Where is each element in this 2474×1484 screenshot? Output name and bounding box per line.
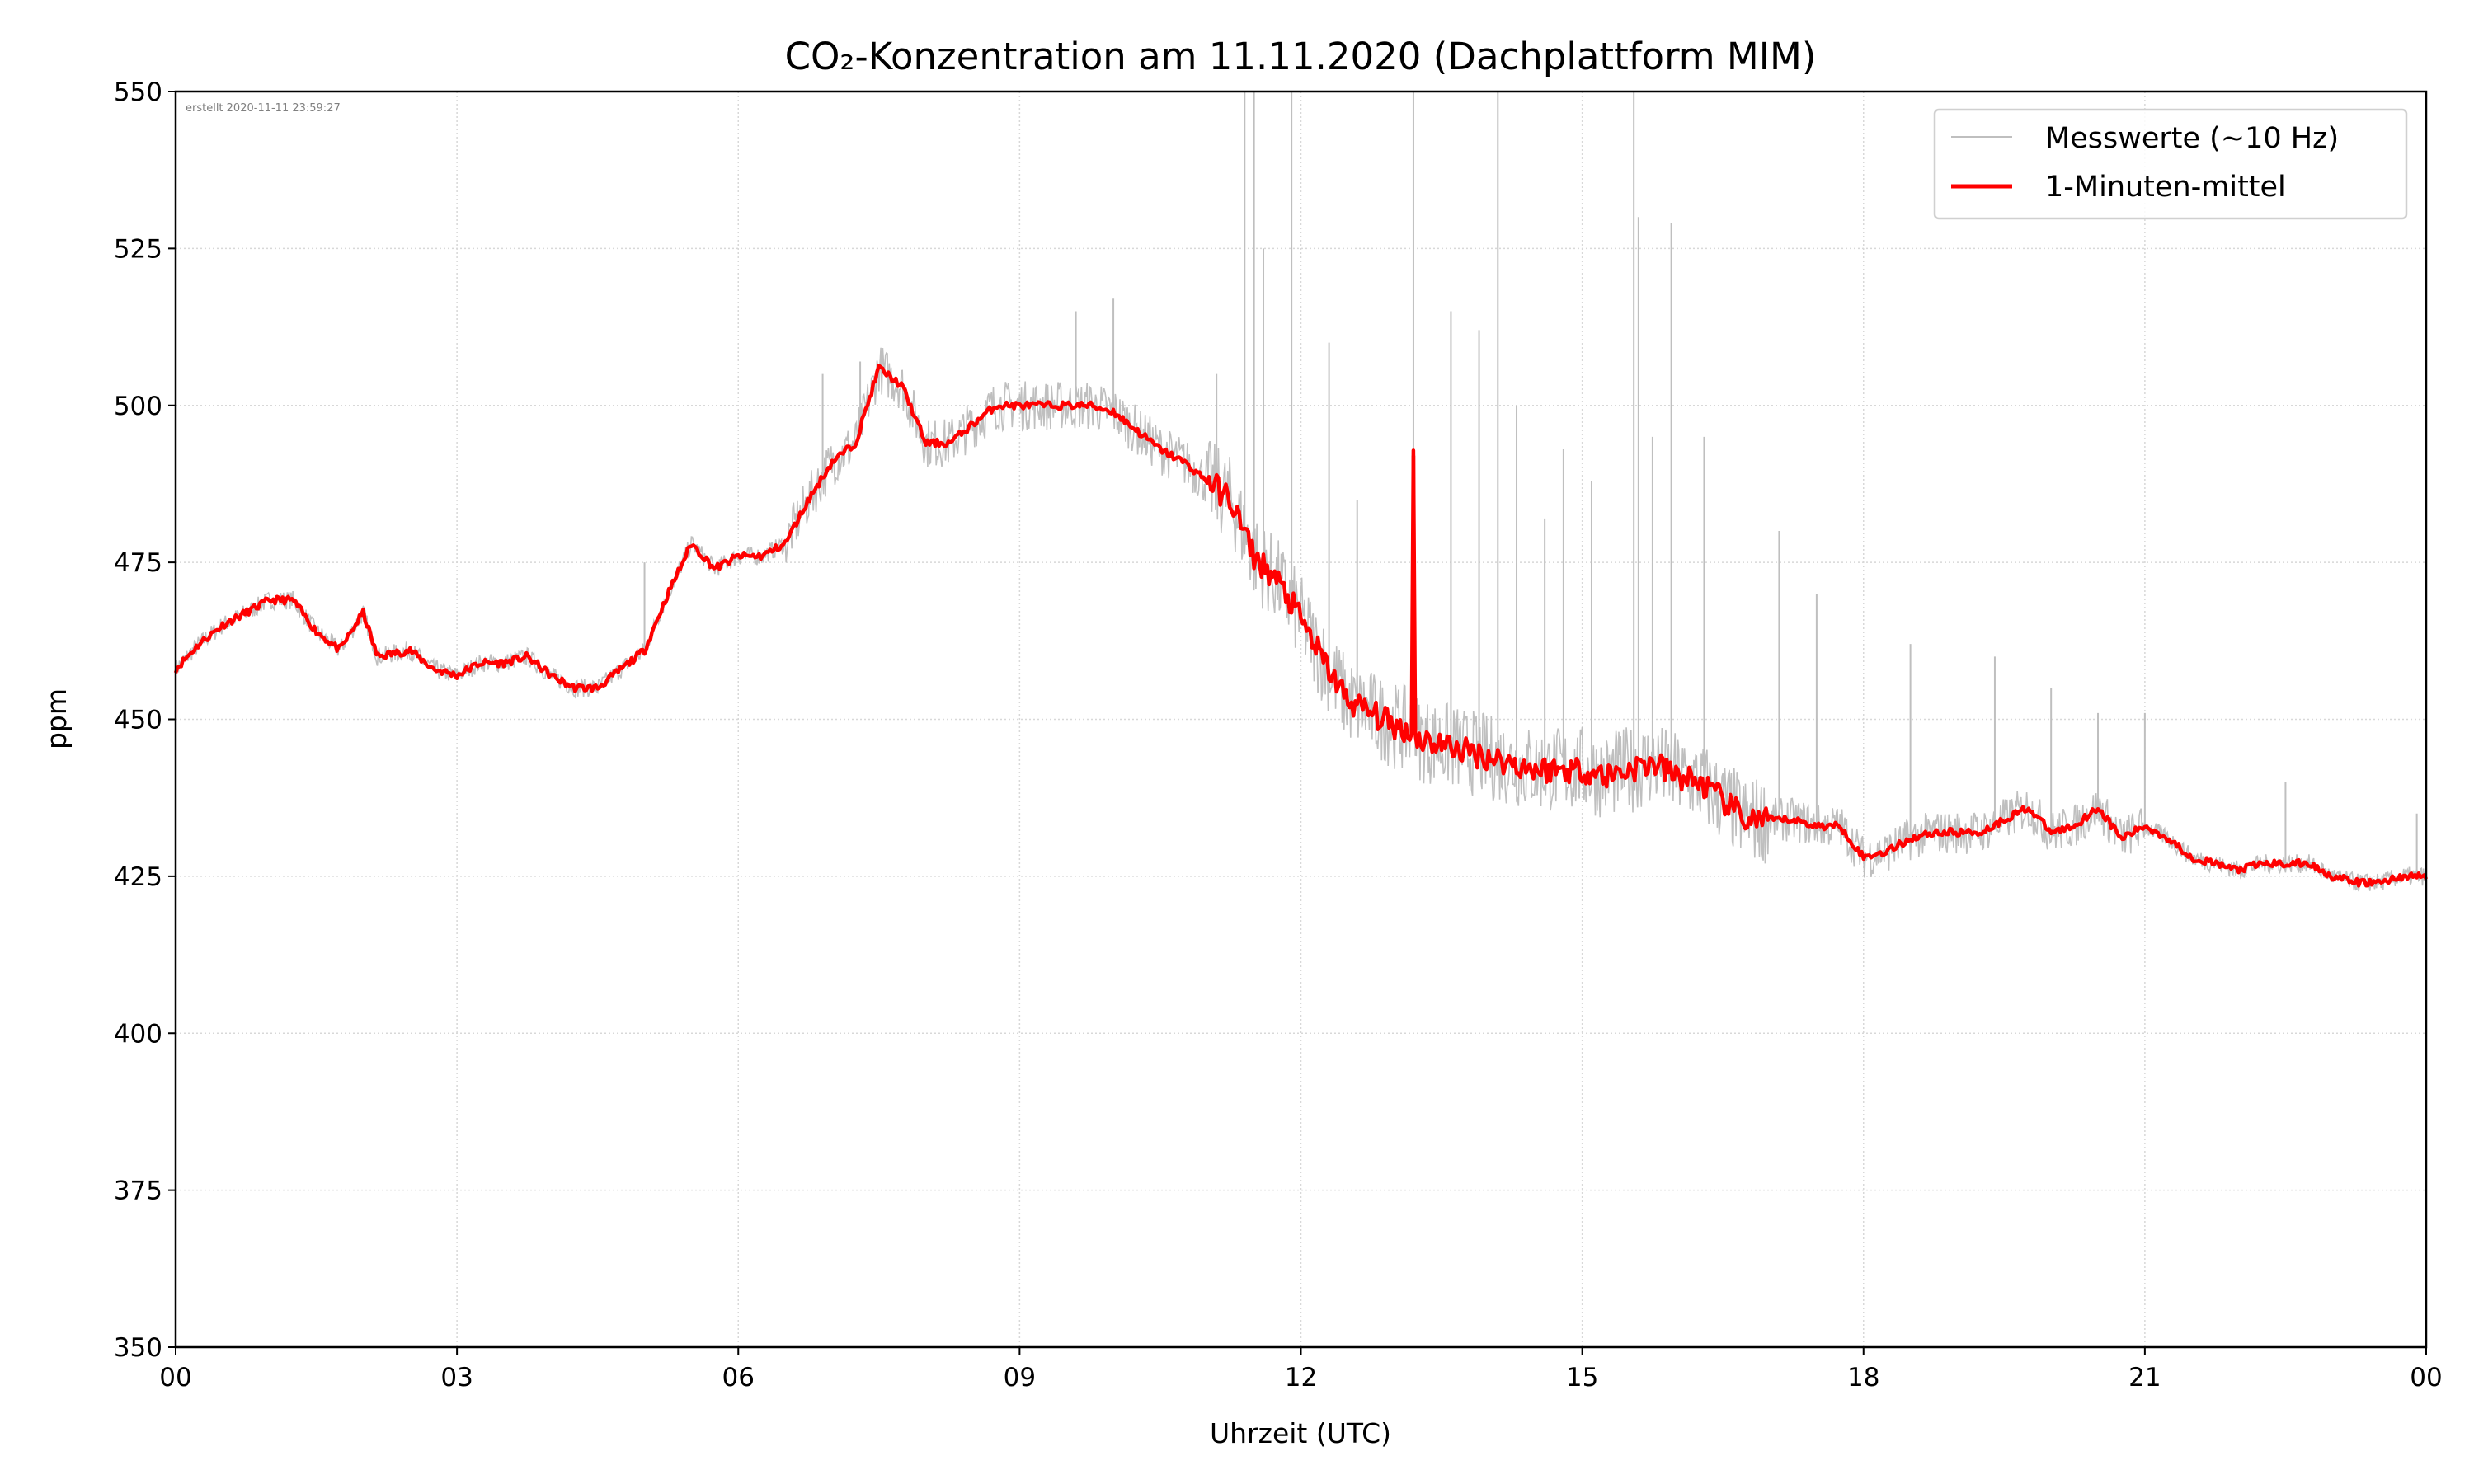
y-tick-label: 550 <box>114 77 162 107</box>
y-tick-label: 350 <box>114 1333 162 1363</box>
mean-series-1-minuten-mittel <box>173 364 2429 888</box>
raw-series-messwerte <box>175 92 2427 892</box>
y-tick-label: 400 <box>114 1019 162 1049</box>
y-axis-ticks: 350 375 400 425 450 475 500 525 550 <box>114 77 176 1363</box>
x-tick-label: 12 <box>1285 1363 1317 1392</box>
chart-title: CO₂-Konzentration am 11.11.2020 (Dachpla… <box>785 35 1817 78</box>
y-tick-label: 450 <box>114 706 162 735</box>
y-tick-label: 475 <box>114 548 162 578</box>
x-axis-ticks: 00 03 06 09 12 15 18 21 00 <box>159 1347 2443 1392</box>
x-tick-label: 09 <box>1004 1363 1036 1392</box>
y-axis-label: ppm <box>40 688 73 749</box>
legend-label-mean: 1-Minuten-mittel <box>2045 171 2286 204</box>
x-tick-label: 00 <box>2410 1363 2442 1392</box>
x-tick-label: 18 <box>1847 1363 1879 1392</box>
mean-line <box>173 364 2429 888</box>
y-tick-label: 500 <box>114 392 162 421</box>
x-tick-label: 00 <box>159 1363 191 1392</box>
raw-trace <box>175 347 2427 892</box>
created-timestamp: erstellt 2020-11-11 23:59:27 <box>186 102 341 115</box>
x-tick-label: 15 <box>1566 1363 1598 1392</box>
x-tick-label: 03 <box>440 1363 473 1392</box>
y-tick-label: 375 <box>114 1176 162 1206</box>
legend: Messwerte (~10 Hz) 1-Minuten-mittel <box>1933 108 2408 220</box>
y-tick-label: 525 <box>114 234 162 264</box>
x-tick-label: 06 <box>722 1363 755 1392</box>
x-tick-label: 21 <box>2128 1363 2161 1392</box>
legend-label-raw: Messwerte (~10 Hz) <box>2045 122 2339 155</box>
x-axis-label: Uhrzeit (UTC) <box>1210 1417 1391 1449</box>
grid-lines <box>175 91 2427 1348</box>
legend-box <box>1933 108 2408 220</box>
y-tick-label: 425 <box>114 862 162 892</box>
